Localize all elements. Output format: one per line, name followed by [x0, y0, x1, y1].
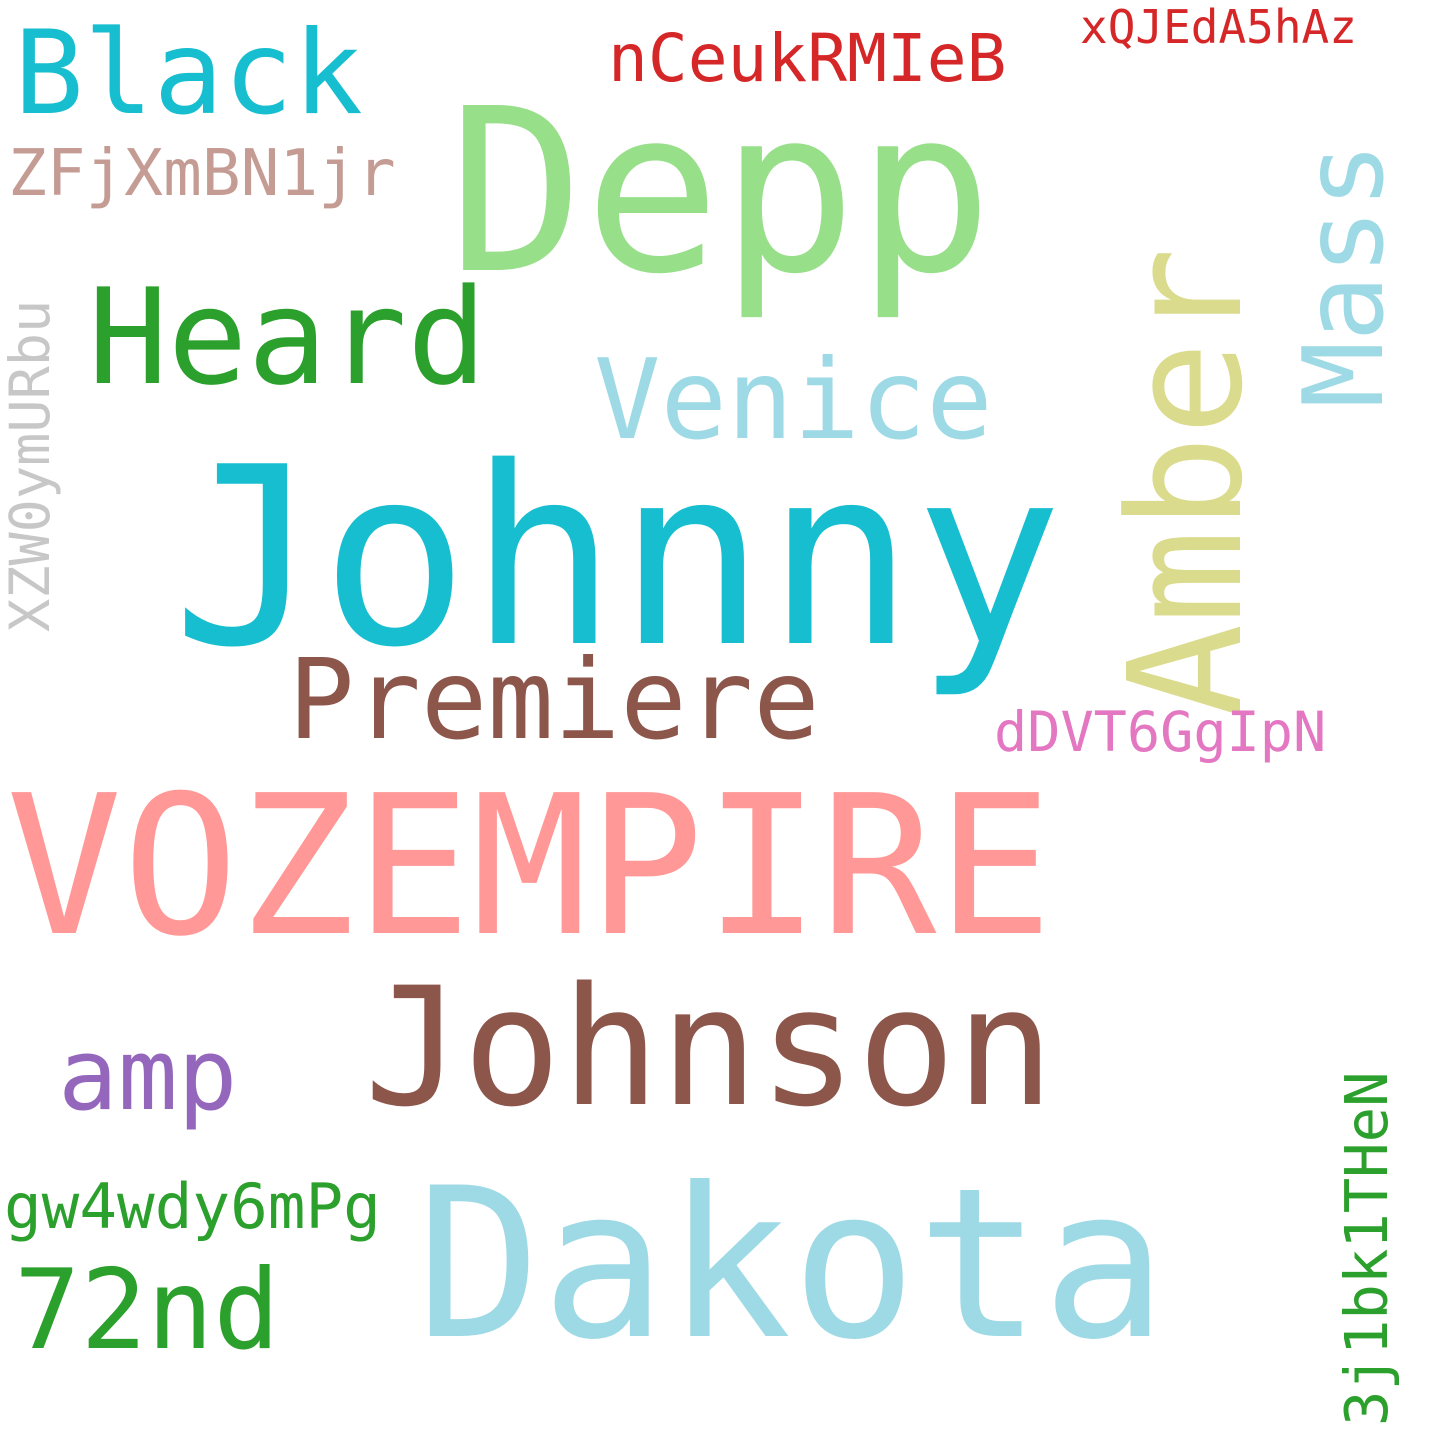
word-johnson: Johnson: [364, 952, 1055, 1143]
word-ddvt6ggipn: dDVT6GgIpN: [994, 701, 1327, 765]
word-black: Black: [14, 6, 363, 141]
word-xqjeda5haz: xQJEdA5hAz: [1080, 0, 1357, 54]
word-heard: Heard: [88, 261, 487, 415]
word-amp: amp: [58, 1018, 238, 1133]
word-zfjxmbn1jr: ZFjXmBN1jr: [8, 136, 396, 211]
word-vozempire: VOZEMPIRE: [6, 754, 1053, 979]
word-nceukrmieb: nCeukRMIeB: [608, 20, 1007, 97]
word-amber: Amber: [1095, 247, 1277, 718]
word-depp: Depp: [448, 61, 993, 324]
word-xzw0ymurbu: XZW0ymURbu: [0, 299, 63, 632]
word-72nd: 72nd: [14, 1247, 280, 1375]
word-gw4wdy6mpg: gw4wdy6mPg: [4, 1170, 381, 1243]
word-3j1bk1then: 3j1bk1THeN: [1332, 1071, 1401, 1426]
word-mass: Mass: [1281, 142, 1409, 408]
word-premiere: Premiere: [288, 637, 820, 765]
word-venice: Venice: [594, 337, 993, 465]
word-johnny: Johnny: [172, 415, 1063, 702]
word-dakota: Dakota: [416, 1144, 1167, 1386]
